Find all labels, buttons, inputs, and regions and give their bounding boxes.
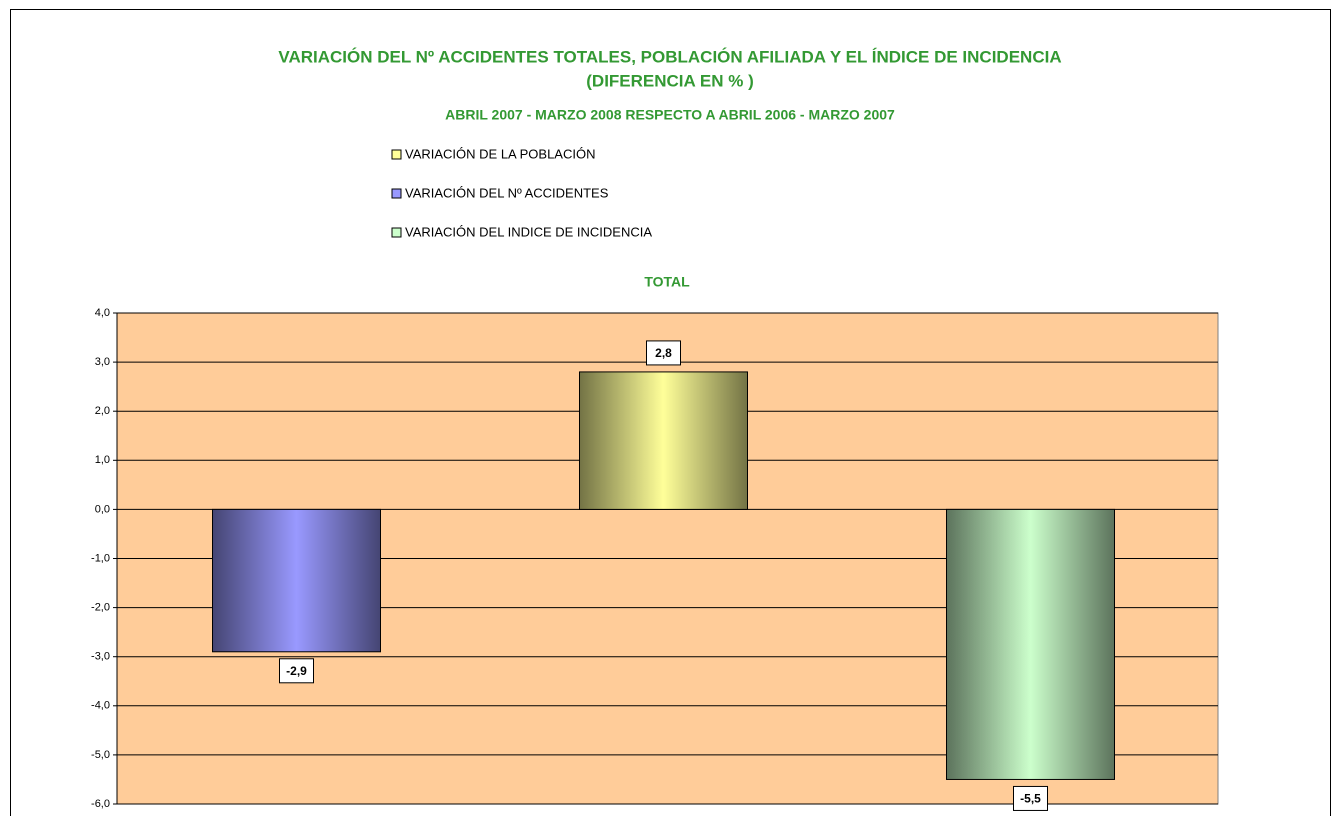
panel-title: TOTAL bbox=[644, 274, 690, 290]
y-tick-label: -3,0 bbox=[91, 651, 110, 663]
y-tick-label: -6,0 bbox=[91, 798, 110, 810]
value-label: 2,8 bbox=[655, 346, 672, 360]
y-tick-label: 1,0 bbox=[95, 454, 110, 466]
chart-title: VARIACIÓN DEL Nº ACCIDENTES TOTALES, POB… bbox=[278, 47, 1061, 66]
legend-swatch bbox=[391, 227, 402, 238]
bar bbox=[579, 371, 748, 510]
y-tick-label: -5,0 bbox=[91, 749, 110, 761]
legend-swatch bbox=[391, 188, 402, 199]
chart-subtitle: ABRIL 2007 - MARZO 2008 RESPECTO A ABRIL… bbox=[445, 107, 895, 123]
legend-label: VARIACIÓN DEL Nº ACCIDENTES bbox=[405, 185, 609, 200]
chart-title: (DIFERENCIA EN % ) bbox=[586, 71, 754, 90]
y-tick-label: 0,0 bbox=[95, 503, 110, 515]
value-label: -2,9 bbox=[286, 664, 307, 678]
value-label-box bbox=[646, 340, 681, 366]
value-label-box bbox=[1013, 785, 1048, 811]
legend-swatch bbox=[391, 149, 402, 160]
y-tick-label: 4,0 bbox=[95, 307, 110, 319]
legend-label: VARIACIÓN DE LA POBLACIÓN bbox=[405, 146, 595, 161]
legend-label: VARIACIÓN DEL INDICE DE INCIDENCIA bbox=[405, 224, 652, 239]
bar bbox=[212, 508, 381, 653]
y-tick-label: -1,0 bbox=[91, 552, 110, 564]
y-tick-label: -2,0 bbox=[91, 602, 110, 614]
value-label-box bbox=[279, 658, 314, 684]
y-tick-label: 3,0 bbox=[95, 356, 110, 368]
y-tick-label: -4,0 bbox=[91, 700, 110, 712]
y-tick-label: 2,0 bbox=[95, 405, 110, 417]
value-label: -5,5 bbox=[1020, 792, 1041, 806]
bar bbox=[946, 508, 1115, 780]
